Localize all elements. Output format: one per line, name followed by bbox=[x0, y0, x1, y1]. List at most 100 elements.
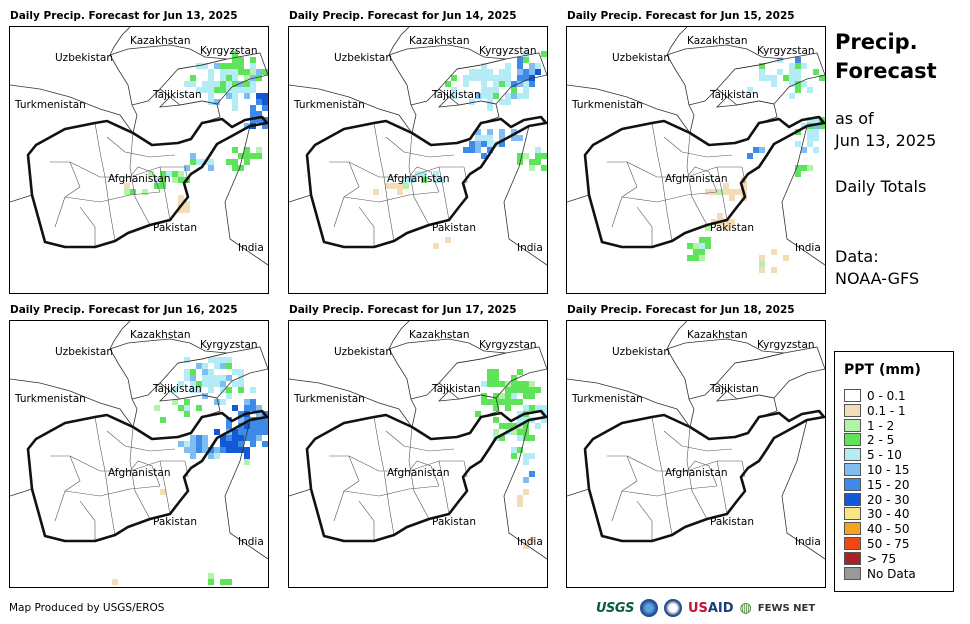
legend-item: 0 - 0.1 bbox=[844, 389, 906, 403]
precip-cell bbox=[232, 51, 238, 57]
province-boundary bbox=[159, 460, 171, 515]
precip-cell bbox=[529, 381, 535, 387]
precip-cell bbox=[196, 381, 202, 387]
map-label-kazakhstan: Kazakhstan bbox=[687, 35, 748, 47]
precip-cell bbox=[232, 159, 238, 165]
country-boundary bbox=[224, 125, 268, 266]
precip-cell bbox=[238, 87, 244, 93]
precip-cell bbox=[250, 387, 256, 393]
precip-cell bbox=[214, 99, 220, 105]
precip-cell bbox=[397, 183, 403, 189]
precip-cell bbox=[244, 435, 250, 441]
precip-cell bbox=[226, 579, 232, 585]
sidebar-data-line1: Data: bbox=[835, 247, 879, 266]
precip-cell bbox=[813, 69, 819, 75]
precip-cell bbox=[487, 105, 493, 111]
precip-cell bbox=[451, 87, 457, 93]
map-label-pakistan: Pakistan bbox=[432, 516, 476, 528]
precip-cell bbox=[244, 69, 250, 75]
precip-cell bbox=[208, 159, 214, 165]
precip-cell bbox=[232, 81, 238, 87]
map-label-tajikistan: Tajikistan bbox=[152, 89, 202, 101]
precip-cell bbox=[178, 207, 184, 213]
precip-cell bbox=[244, 147, 250, 153]
precip-cell bbox=[172, 177, 178, 183]
legend-label: 30 - 40 bbox=[867, 507, 910, 522]
precip-cell bbox=[795, 75, 801, 81]
precip-cell bbox=[511, 423, 517, 429]
precip-cell bbox=[517, 381, 523, 387]
map-label-kazakhstan: Kazakhstan bbox=[409, 329, 470, 341]
precip-cell bbox=[421, 177, 427, 183]
precip-cell bbox=[196, 363, 202, 369]
precip-cell bbox=[523, 435, 529, 441]
precip-cell bbox=[244, 75, 250, 81]
sidebar-asof-line2: Jun 13, 2025 bbox=[835, 131, 937, 150]
precip-cell bbox=[256, 435, 262, 441]
country-boundary bbox=[666, 44, 785, 70]
precip-cell bbox=[523, 81, 529, 87]
precip-cell bbox=[244, 93, 250, 99]
precip-cell bbox=[226, 357, 232, 363]
country-boundary bbox=[503, 419, 547, 560]
precip-cell bbox=[517, 135, 523, 141]
precip-cell bbox=[439, 177, 445, 183]
precip-cell bbox=[523, 153, 529, 159]
precip-cell bbox=[232, 441, 238, 447]
map-label-tajikistan: Tajikistan bbox=[709, 383, 759, 395]
panel-title-2: Daily Precip. Forecast for Jun 14, 2025 bbox=[289, 10, 517, 22]
precip-cell bbox=[226, 387, 232, 393]
precip-cell bbox=[238, 375, 244, 381]
precip-cell bbox=[232, 381, 238, 387]
precip-cell bbox=[208, 447, 214, 453]
precip-cell bbox=[244, 447, 250, 453]
precip-cell bbox=[747, 87, 753, 93]
precip-cell bbox=[226, 435, 232, 441]
precip-cell bbox=[214, 447, 220, 453]
precip-cell bbox=[190, 453, 196, 459]
precip-cell bbox=[202, 441, 208, 447]
precip-cell bbox=[214, 363, 220, 369]
precip-cell bbox=[160, 171, 166, 177]
sidebar-daily-totals: Daily Totals bbox=[835, 177, 927, 196]
province-boundary bbox=[385, 430, 455, 452]
precip-cell bbox=[214, 381, 220, 387]
precip-cell bbox=[208, 99, 214, 105]
precip-cell bbox=[184, 447, 190, 453]
precip-cell bbox=[819, 123, 825, 129]
precip-cell bbox=[517, 501, 523, 507]
precip-cell bbox=[535, 69, 541, 75]
province-boundary bbox=[408, 132, 430, 226]
map-label-india: India bbox=[795, 242, 821, 254]
precip-cell bbox=[262, 429, 268, 435]
precip-cell bbox=[523, 51, 529, 57]
precip-cell bbox=[487, 141, 493, 147]
precip-cell bbox=[232, 57, 238, 63]
forecast-map-5: Kazakhstan Kyrgyzstan Uzbekistan Tajikistan… bbox=[288, 320, 548, 588]
forecast-map-3: Kazakhstan Kyrgyzstan Uzbekistan Tajikistan… bbox=[566, 26, 826, 294]
precip-cell bbox=[529, 471, 535, 477]
precip-cell bbox=[403, 177, 409, 183]
province-boundary bbox=[79, 206, 96, 247]
precip-cell bbox=[160, 177, 166, 183]
precip-cell bbox=[238, 381, 244, 387]
precip-cell bbox=[208, 573, 214, 579]
precip-cell bbox=[693, 255, 699, 261]
legend-swatch bbox=[844, 389, 861, 402]
precip-cell bbox=[469, 147, 475, 153]
precip-cell bbox=[190, 381, 196, 387]
country-boundary bbox=[388, 27, 412, 106]
precip-cell bbox=[535, 63, 541, 69]
precip-cell bbox=[238, 429, 244, 435]
precip-cell bbox=[487, 381, 493, 387]
province-boundary bbox=[438, 460, 450, 515]
province-boundary bbox=[636, 500, 653, 541]
precip-cell bbox=[433, 171, 439, 177]
map-svg: Kazakhstan Kyrgyzstan Uzbekistan Tajikistan… bbox=[289, 27, 547, 266]
precip-cell bbox=[172, 171, 178, 177]
precip-cell bbox=[753, 147, 759, 153]
precip-cell bbox=[481, 75, 487, 81]
precip-cell bbox=[124, 189, 130, 195]
sidebar-title-line1: Precip. bbox=[835, 30, 918, 54]
precip-cell bbox=[469, 69, 475, 75]
